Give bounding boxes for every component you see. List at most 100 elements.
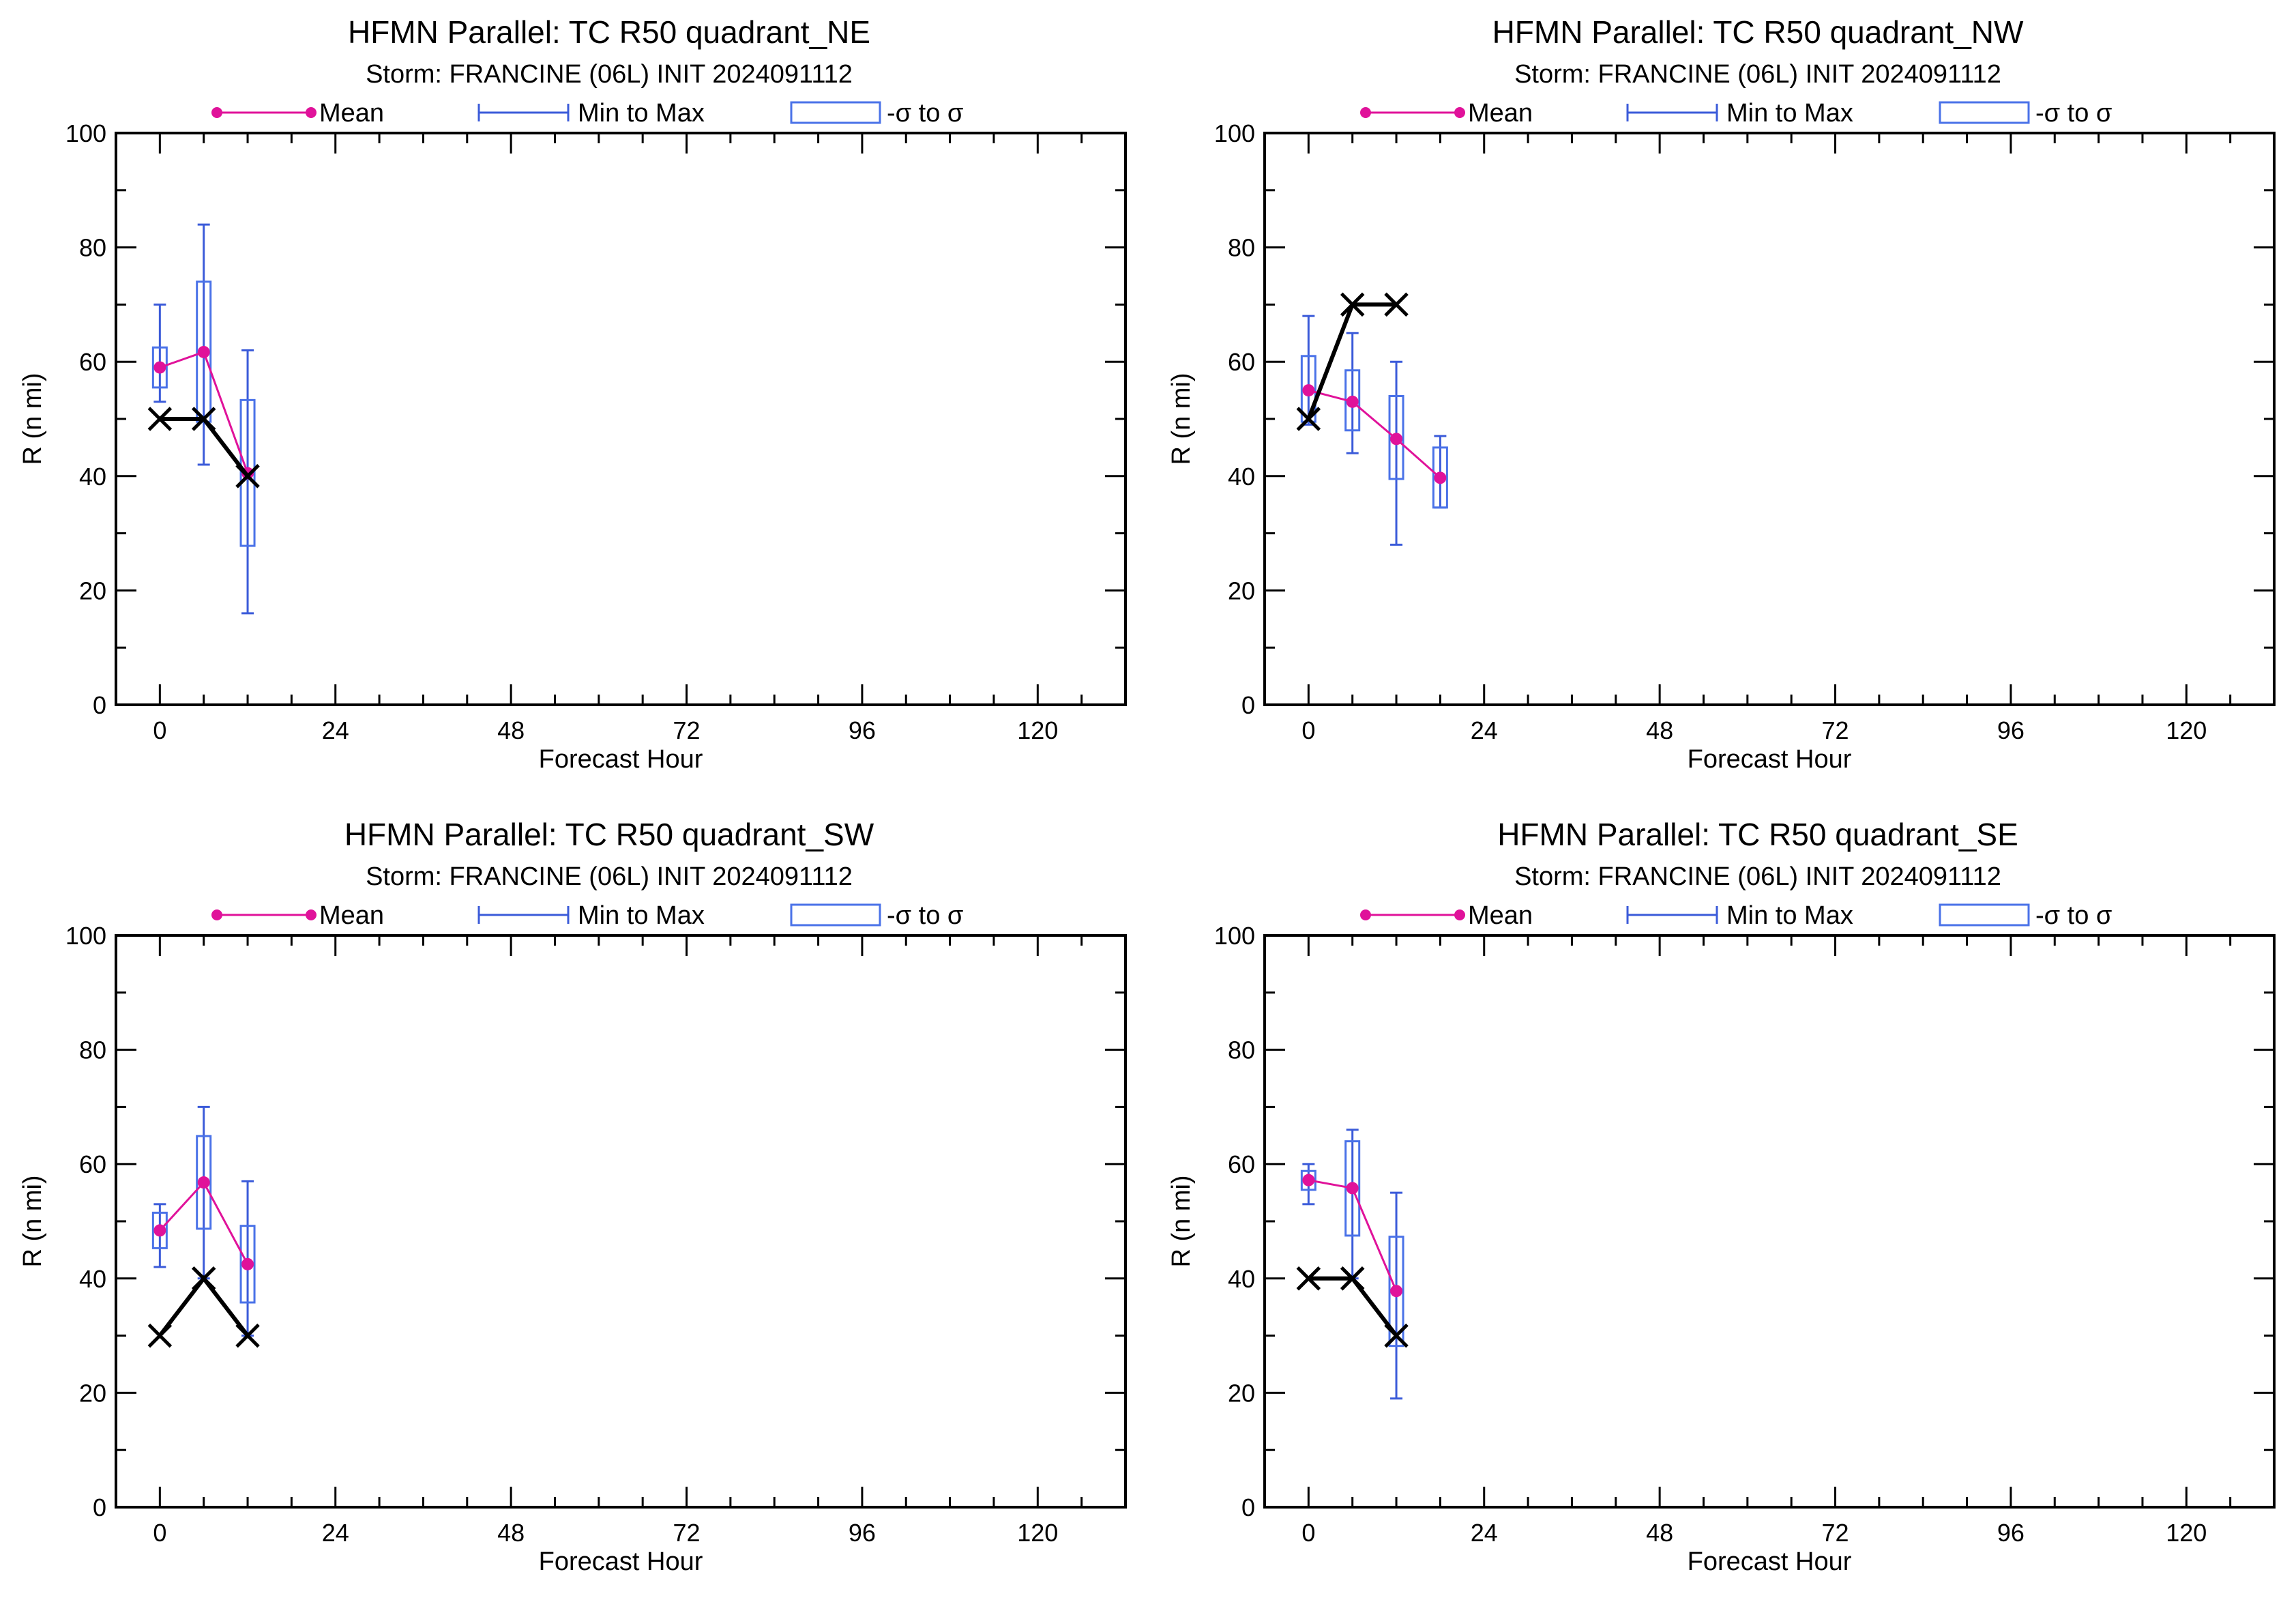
y-tick-label: 100	[1214, 119, 1255, 147]
observed-marker-stroke	[1340, 292, 1365, 317]
x-tick-label: 72	[1821, 1519, 1849, 1547]
observed-marker-stroke	[1340, 1266, 1365, 1291]
y-tick-label: 40	[79, 463, 106, 491]
y-tick-label: 20	[79, 1379, 106, 1407]
y-tick-label: 20	[79, 577, 106, 605]
x-tick-label: 24	[1471, 716, 1498, 744]
legend-mean-label: Mean	[1468, 901, 1533, 930]
x-tick-label: 24	[1471, 1519, 1498, 1547]
legend-mean-label: Mean	[1468, 99, 1533, 128]
y-tick-label: 60	[79, 348, 106, 376]
legend-mean-marker	[1454, 107, 1465, 118]
y-tick-label: 40	[79, 1265, 106, 1293]
observed-point-marker	[1340, 292, 1365, 317]
legend-mean-marker	[306, 909, 317, 920]
y-axis-label: R (n mi)	[1167, 1175, 1196, 1267]
legend-minmax-label: Min to Max	[1726, 901, 1853, 930]
legend: Mean Min to Max -σ to σ	[1360, 99, 2112, 128]
observed-marker-stroke	[147, 407, 173, 431]
observed-marker-stroke	[191, 1266, 216, 1291]
y-tick-label: 60	[1228, 1150, 1255, 1178]
chart-panel-1: HFMN Parallel: TC R50 quadrant_NE Storm: …	[18, 14, 1127, 774]
legend: Mean Min to Max -σ to σ	[211, 99, 963, 128]
y-tick-label: 0	[1241, 1494, 1255, 1521]
sigma-box	[239, 398, 256, 547]
x-tick-label: 120	[2166, 716, 2207, 744]
y-tick-label: 40	[1228, 463, 1255, 491]
x-tick-label: 0	[1301, 1519, 1315, 1547]
mean-series-line	[1308, 389, 1441, 479]
observed-point-marker	[1296, 407, 1321, 431]
sigma-box	[1388, 394, 1404, 480]
y-tick-label: 80	[79, 234, 106, 262]
x-tick-label: 96	[1997, 1519, 2025, 1547]
observed-marker-stroke	[1296, 1266, 1321, 1291]
observed-point-marker	[235, 1323, 260, 1348]
x-tick-label: 24	[322, 716, 349, 744]
y-axis-label: R (n mi)	[1167, 373, 1196, 465]
legend-mean-marker	[1360, 107, 1371, 118]
legend-mean-label: Mean	[319, 901, 384, 930]
x-tick-label: 72	[673, 716, 700, 744]
y-tick-label: 20	[1228, 1379, 1255, 1407]
x-tick-label: 96	[849, 1519, 876, 1547]
x-tick-label: 48	[497, 1519, 525, 1547]
observed-point-marker	[1384, 1323, 1409, 1348]
y-tick-label: 40	[1228, 1265, 1255, 1293]
chart-title: HFMN Parallel: TC R50 quadrant_NE	[348, 14, 870, 50]
sigma-box	[1432, 446, 1448, 509]
x-axis-label: Forecast Hour	[1688, 745, 1852, 774]
chart-title: HFMN Parallel: TC R50 quadrant_NW	[1492, 14, 2024, 50]
y-tick-label: 0	[1241, 691, 1255, 719]
legend-minmax-label: Min to Max	[578, 99, 705, 128]
chart-panel-3: HFMN Parallel: TC R50 quadrant_SW Storm: …	[18, 817, 1127, 1576]
y-tick-label: 60	[1228, 348, 1255, 376]
y-tick-label: 100	[65, 922, 106, 950]
legend-sigma-label: -σ to σ	[887, 901, 963, 930]
legend-sigma-label: -σ to σ	[887, 99, 963, 128]
sigma-box	[1300, 355, 1316, 423]
chart-panel-4: HFMN Parallel: TC R50 quadrant_SE Storm: …	[1167, 817, 2276, 1576]
x-tick-label: 120	[2166, 1519, 2207, 1547]
legend-sigma-box	[1939, 101, 2030, 124]
legend-mean-marker	[211, 909, 222, 920]
legend-mean-label: Mean	[319, 99, 384, 128]
observed-marker-stroke	[191, 407, 216, 431]
chart-subtitle: Storm: FRANCINE (06L) INIT 2024091112	[1514, 60, 2001, 89]
observed-marker-stroke	[235, 1323, 260, 1348]
sigma-box	[239, 1225, 256, 1304]
x-tick-label: 96	[849, 716, 876, 744]
legend-mean-marker	[1360, 909, 1371, 920]
mean-point	[1346, 1182, 1359, 1195]
mean-point	[1390, 1285, 1403, 1298]
y-axis-label: R (n mi)	[18, 373, 47, 465]
mean-point	[1302, 1174, 1315, 1186]
y-tick-label: 80	[1228, 234, 1255, 262]
x-tick-label: 0	[153, 716, 166, 744]
x-tick-label: 48	[1646, 716, 1673, 744]
y-tick-label: 100	[1214, 922, 1255, 950]
observed-marker-stroke	[147, 1323, 173, 1348]
observed-point-marker	[1340, 1266, 1365, 1291]
y-axis-label: R (n mi)	[18, 1175, 47, 1267]
mean-point	[153, 361, 166, 374]
legend-minmax-label: Min to Max	[1726, 99, 1853, 128]
mean-point	[1346, 395, 1359, 408]
y-tick-label: 80	[1228, 1036, 1255, 1064]
mean-point	[1434, 471, 1447, 484]
observed-point-marker	[1296, 1266, 1321, 1291]
legend-sigma-box	[790, 903, 881, 927]
chart-title: HFMN Parallel: TC R50 quadrant_SW	[344, 817, 874, 852]
legend: Mean Min to Max -σ to σ	[211, 901, 963, 930]
x-tick-label: 120	[1017, 1519, 1058, 1547]
observed-marker-stroke	[1296, 407, 1321, 431]
x-tick-label: 120	[1017, 716, 1058, 744]
x-axis-label: Forecast Hour	[539, 745, 703, 774]
x-tick-label: 48	[497, 716, 525, 744]
y-tick-label: 0	[93, 691, 106, 719]
observed-series-line	[158, 1275, 250, 1337]
observed-marker-stroke	[235, 464, 260, 489]
chart-panel-2: HFMN Parallel: TC R50 quadrant_NW Storm: …	[1167, 14, 2276, 774]
x-tick-label: 72	[1821, 716, 1849, 744]
